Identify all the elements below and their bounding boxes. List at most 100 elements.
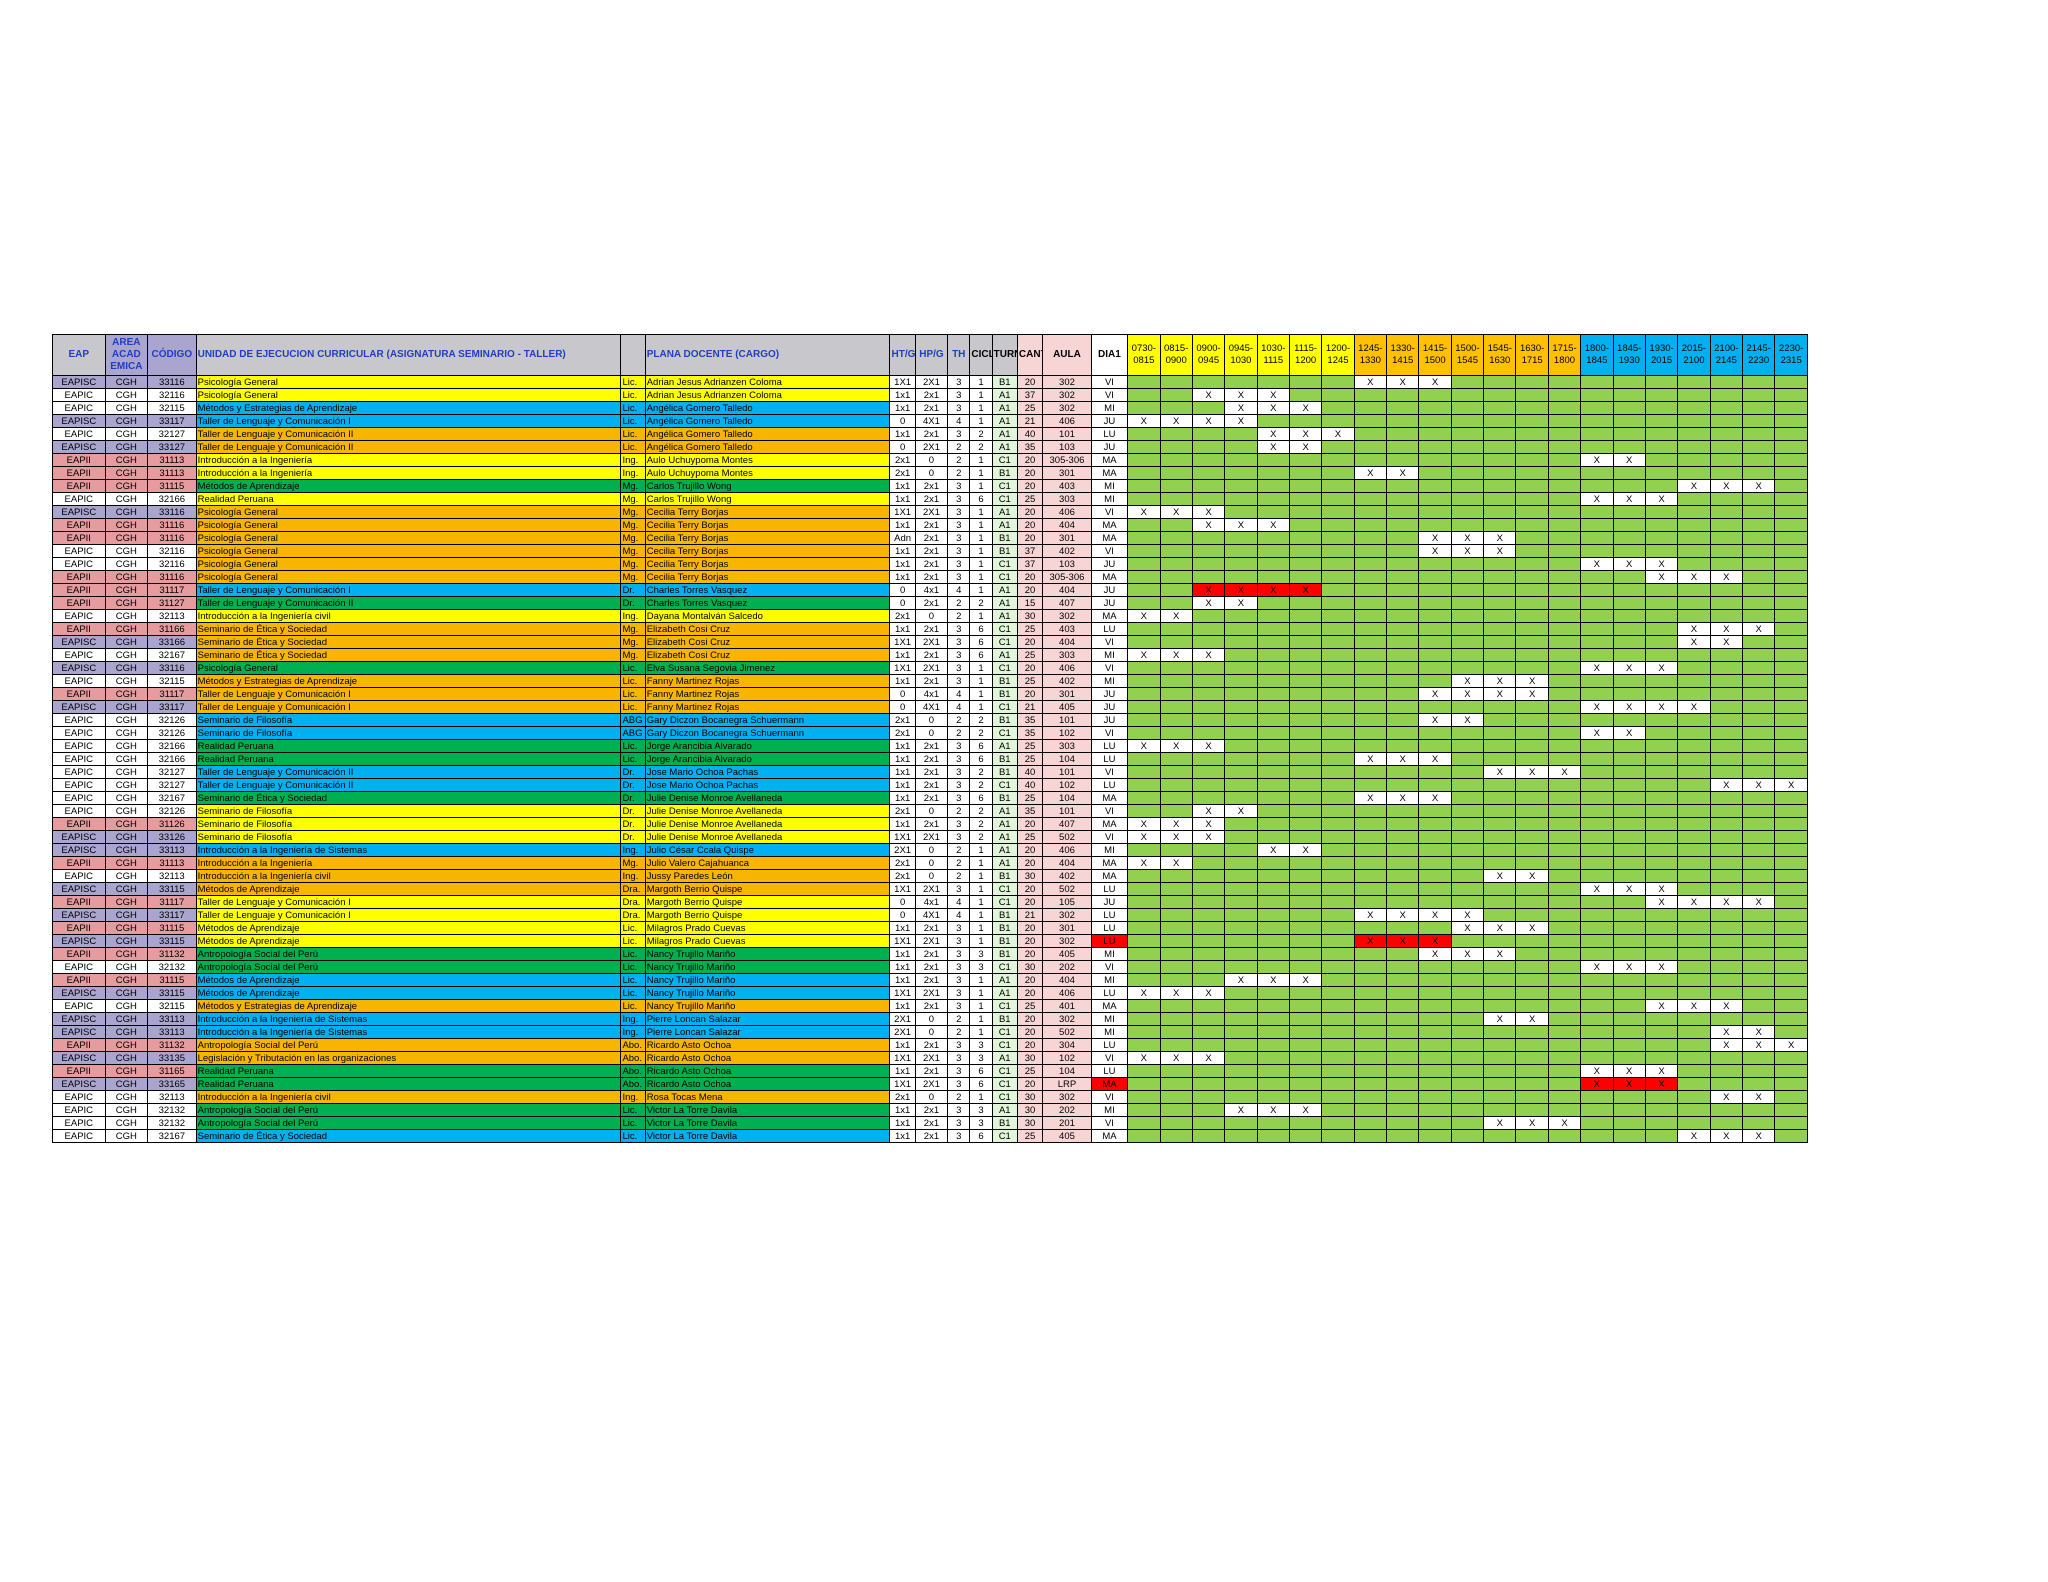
cell-docente: Elizabeth Cosi Cruz: [644, 635, 891, 649]
cell-slot: [1515, 583, 1549, 597]
cell-turno: C1: [991, 1064, 1018, 1078]
cell-hp: 2x1: [914, 778, 949, 792]
cell-slot: [1191, 687, 1226, 701]
cell-slot: [1580, 440, 1614, 454]
cell-aula: 301: [1042, 466, 1092, 480]
cell-slot: [1386, 804, 1420, 818]
cell-slot: [1353, 544, 1388, 558]
cell-eap: EAPIC: [52, 1090, 106, 1104]
cell-slot: [1353, 388, 1388, 402]
cell-ht: 0: [889, 596, 916, 610]
cell-slot: [1580, 973, 1614, 987]
cell-slot: X: [1483, 544, 1517, 558]
table-row: EAPIC CGH 32115 Métodos y Estrategias de Ap…: [52, 674, 1808, 688]
cell-slot: [1224, 466, 1258, 480]
cell-asignatura: Métodos de Aprendizaje: [195, 882, 622, 896]
cell-slot: [1547, 466, 1582, 480]
cell-slot: [1321, 830, 1355, 844]
cell-aula: 405: [1042, 1129, 1092, 1143]
cell-asignatura: Métodos y Estrategias de Aprendizaje: [195, 674, 622, 688]
cell-slot: X: [1224, 1103, 1258, 1117]
cell-grado: Lic.: [620, 739, 646, 753]
cell-area: CGH: [104, 1064, 149, 1078]
header-slot: 1115-1200: [1288, 334, 1323, 376]
cell-slot: X: [1709, 999, 1743, 1013]
cell-slot: [1256, 1012, 1290, 1026]
cell-slot: [1644, 466, 1679, 480]
cell-slot: [1159, 479, 1193, 493]
cell-slot: [1288, 908, 1323, 922]
cell-slot: [1224, 778, 1258, 792]
cell-cant: 37: [1016, 544, 1044, 558]
cell-aula: 402: [1042, 674, 1092, 688]
cell-grado: Mg.: [620, 570, 646, 584]
cell-slot: X: [1644, 1077, 1679, 1091]
cell-slot: [1321, 1090, 1355, 1104]
cell-slot: [1677, 440, 1711, 454]
cell-slot: X: [1644, 882, 1679, 896]
cell-th: 3: [947, 999, 971, 1013]
cell-slot: [1741, 570, 1776, 584]
cell-slot: [1288, 1038, 1323, 1052]
cell-slot: [1353, 713, 1388, 727]
cell-slot: [1774, 414, 1808, 428]
cell-aula: 102: [1042, 778, 1092, 792]
cell-docente: Fanny Martinez Rojas: [644, 687, 891, 701]
cell-slot: X: [1677, 700, 1711, 714]
cell-slot: [1418, 765, 1452, 779]
table-row: EAPISC CGH 33117 Taller de Lenguaje y Comun…: [52, 908, 1808, 922]
cell-slot: [1288, 479, 1323, 493]
cell-hp: 2x1: [914, 622, 949, 636]
cell-slot: [1483, 804, 1517, 818]
cell-cant: 20: [1016, 479, 1044, 493]
table-row: EAPII CGH 31165 Realidad Peruana Abo. Ricardo…: [52, 1064, 1808, 1078]
cell-slot: [1547, 882, 1582, 896]
cell-dia: VI: [1090, 505, 1129, 519]
cell-th: 4: [947, 414, 971, 428]
cell-aula: 302: [1042, 388, 1092, 402]
cell-slot: [1386, 700, 1420, 714]
cell-asignatura: Realidad Peruana: [195, 752, 622, 766]
cell-slot: [1450, 557, 1485, 571]
cell-area: CGH: [104, 531, 149, 545]
cell-slot: [1515, 817, 1549, 831]
cell-slot: [1321, 622, 1355, 636]
cell-hp: 4X1: [914, 414, 949, 428]
cell-ciclo: 2: [969, 804, 993, 818]
cell-th: 4: [947, 583, 971, 597]
cell-slot: [1353, 479, 1388, 493]
table-row: EAPIC CGH 32126 Seminario de Filosofía ABG Ga…: [52, 726, 1808, 740]
cell-slot: [1612, 830, 1646, 844]
cell-cant: 40: [1016, 765, 1044, 779]
cell-slot: [1580, 505, 1614, 519]
cell-slot: X: [1224, 596, 1258, 610]
cell-hp: 2x1: [914, 531, 949, 545]
cell-area: CGH: [104, 1103, 149, 1117]
cell-slot: [1774, 882, 1808, 896]
cell-slot: X: [1256, 973, 1290, 987]
cell-slot: [1127, 401, 1161, 415]
cell-slot: [1353, 596, 1388, 610]
cell-slot: [1644, 1090, 1679, 1104]
cell-slot: [1774, 583, 1808, 597]
cell-slot: [1418, 1025, 1452, 1039]
cell-slot: [1159, 440, 1193, 454]
cell-cant: 40: [1016, 778, 1044, 792]
cell-slot: [1515, 856, 1549, 870]
cell-ciclo: 2: [969, 713, 993, 727]
cell-slot: [1224, 1038, 1258, 1052]
cell-cant: 20: [1016, 934, 1044, 948]
table-row: EAPIC CGH 32113 Introducción a la Ingenierí…: [52, 1090, 1808, 1104]
cell-slot: [1353, 986, 1388, 1000]
cell-asignatura: Seminario de Ética y Sociedad: [195, 635, 622, 649]
cell-slot: [1709, 414, 1743, 428]
cell-slot: [1386, 453, 1420, 467]
cell-slot: X: [1256, 843, 1290, 857]
cell-slot: [1515, 609, 1549, 623]
table-row: EAPIC CGH 32132 Antropología Social del Per…: [52, 1103, 1808, 1117]
cell-slot: [1612, 869, 1646, 883]
cell-slot: [1612, 752, 1646, 766]
cell-ht: 1x1: [889, 388, 916, 402]
cell-slot: [1159, 596, 1193, 610]
cell-slot: [1450, 622, 1485, 636]
